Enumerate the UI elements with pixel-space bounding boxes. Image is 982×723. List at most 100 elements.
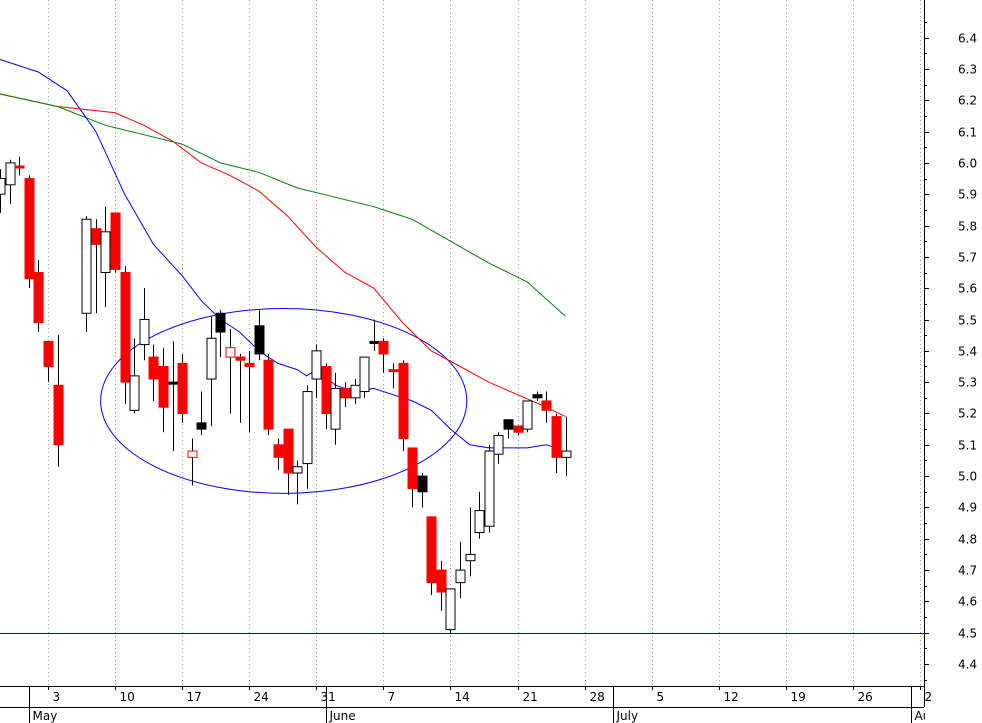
candle-body bbox=[455, 569, 466, 584]
x-tick-label: 31 bbox=[321, 690, 336, 704]
month-label: Aug bbox=[915, 709, 938, 723]
candle-body bbox=[244, 362, 255, 367]
x-axis-labels: 3 10 17 24 31 7 14 21 28 5 12 19 26 2 bbox=[53, 690, 933, 704]
y-tick-label: 5.1 bbox=[958, 439, 977, 453]
candle bbox=[158, 347, 169, 433]
candle-body bbox=[417, 475, 428, 493]
candle-body bbox=[196, 422, 207, 430]
candle-body bbox=[311, 350, 322, 380]
y-tick-label: 4.8 bbox=[958, 533, 977, 547]
candle bbox=[177, 353, 188, 423]
candle-body bbox=[187, 450, 198, 458]
y-tick-label: 5.6 bbox=[958, 282, 977, 296]
candle-body bbox=[532, 394, 543, 399]
candle-body bbox=[522, 400, 533, 430]
candles bbox=[0, 156, 572, 633]
candle bbox=[225, 328, 236, 414]
candle bbox=[53, 335, 64, 467]
candle-body bbox=[206, 337, 217, 380]
annotations bbox=[0, 308, 924, 634]
candle bbox=[311, 344, 322, 398]
candle-body bbox=[398, 362, 409, 440]
y-tick-label: 4.5 bbox=[958, 627, 977, 641]
candle-body bbox=[33, 272, 44, 324]
candle-body bbox=[273, 444, 284, 458]
x-tick-label: 10 bbox=[120, 690, 135, 704]
candle-body bbox=[378, 340, 389, 355]
candle bbox=[33, 259, 44, 333]
candle bbox=[561, 416, 572, 477]
candle bbox=[196, 391, 207, 436]
month-label: July bbox=[616, 709, 639, 723]
candle-body bbox=[465, 553, 476, 562]
candle bbox=[206, 316, 217, 427]
candle-body bbox=[139, 319, 150, 346]
y-tick-label: 4.7 bbox=[958, 564, 977, 578]
candle-body bbox=[321, 365, 332, 414]
candle bbox=[474, 491, 485, 539]
candle bbox=[148, 344, 159, 401]
candle bbox=[215, 310, 226, 358]
vertical-gridlines bbox=[48, 0, 921, 686]
y-tick-label: 5.9 bbox=[958, 188, 977, 202]
candle-body bbox=[43, 340, 54, 367]
candle bbox=[340, 382, 351, 408]
y-tick-label: 5.3 bbox=[958, 376, 977, 390]
candle bbox=[139, 288, 150, 361]
x-tick-label: 19 bbox=[791, 690, 806, 704]
candle-body bbox=[503, 419, 514, 430]
candle-body bbox=[215, 312, 226, 333]
candle bbox=[302, 385, 313, 489]
candle bbox=[235, 353, 246, 423]
candle-body bbox=[14, 165, 25, 169]
candle-body bbox=[302, 391, 313, 465]
candle-body bbox=[53, 384, 64, 446]
candle bbox=[100, 206, 111, 307]
candle-body bbox=[0, 178, 6, 195]
candle-body bbox=[340, 387, 351, 399]
candle bbox=[187, 438, 198, 486]
candle bbox=[330, 372, 341, 445]
candle-body bbox=[436, 569, 447, 593]
candle bbox=[417, 472, 428, 508]
candle bbox=[273, 438, 284, 470]
candle bbox=[292, 460, 303, 505]
month-label: June bbox=[329, 709, 356, 723]
candle bbox=[129, 338, 140, 414]
candle bbox=[283, 428, 294, 495]
candle bbox=[263, 353, 274, 436]
month-label: May bbox=[33, 709, 58, 723]
candle bbox=[465, 507, 476, 577]
y-axis-labels: 6.4 6.3 6.2 6.1 6.0 5.9 5.8 5.7 5.6 5.5 5.4 5.3 5.2 5… bbox=[958, 32, 977, 672]
x-tick-label: 21 bbox=[523, 690, 538, 704]
y-tick-label: 4.9 bbox=[958, 501, 977, 515]
candle bbox=[369, 319, 380, 351]
candle bbox=[378, 338, 389, 373]
candle-body bbox=[148, 356, 159, 380]
candle bbox=[436, 560, 447, 611]
candle bbox=[110, 212, 121, 273]
x-tick-label: 2 bbox=[925, 690, 933, 704]
candle bbox=[24, 175, 35, 289]
candle-body bbox=[493, 434, 504, 455]
candle bbox=[407, 447, 418, 508]
month-labels: May June July Aug bbox=[33, 709, 938, 723]
candle bbox=[522, 400, 533, 433]
candle bbox=[398, 360, 409, 452]
candle-body bbox=[235, 356, 246, 361]
candle-body bbox=[484, 450, 495, 527]
candle-body bbox=[110, 212, 121, 270]
candle-body bbox=[100, 231, 111, 274]
candle-body bbox=[168, 381, 179, 385]
candle-body bbox=[407, 447, 418, 490]
candle-body bbox=[561, 450, 572, 458]
candle bbox=[445, 588, 456, 633]
y-tick-label: 4.4 bbox=[958, 658, 977, 672]
moving-average-line bbox=[0, 93, 566, 418]
y-tick-label: 5.7 bbox=[958, 251, 977, 265]
candle-body bbox=[81, 218, 92, 314]
candle bbox=[532, 391, 543, 401]
candle-body bbox=[5, 162, 16, 186]
candle bbox=[350, 379, 361, 405]
